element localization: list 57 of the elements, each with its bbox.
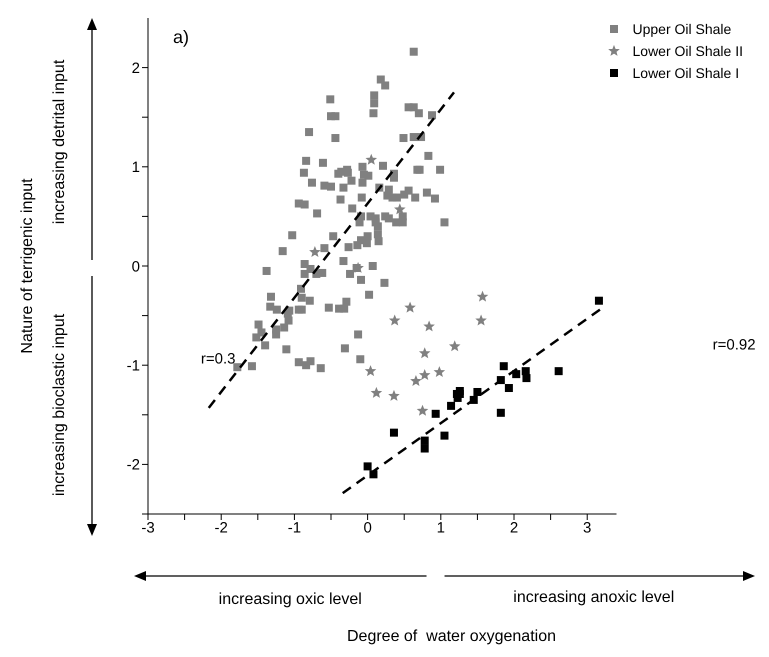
point bbox=[420, 348, 430, 358]
x-tick-label: 3 bbox=[583, 520, 592, 537]
point bbox=[447, 402, 456, 410]
annotation: r=0.3 bbox=[200, 350, 236, 368]
point bbox=[496, 408, 505, 417]
point bbox=[432, 410, 440, 418]
legend-label: Lower Oil Shale I bbox=[632, 64, 740, 83]
y-tick-label: -2 bbox=[126, 456, 140, 474]
point bbox=[450, 340, 460, 351]
point bbox=[371, 388, 382, 398]
point bbox=[420, 444, 429, 453]
text: Degree of water oxygenation bbox=[346, 628, 556, 645]
point bbox=[310, 246, 320, 257]
point bbox=[554, 367, 563, 376]
point bbox=[417, 405, 428, 416]
point bbox=[440, 432, 448, 440]
x-tick-label: -1 bbox=[288, 520, 302, 537]
point bbox=[476, 315, 486, 326]
text: Nature of terrigenic input bbox=[19, 178, 36, 354]
point bbox=[352, 262, 364, 272]
text: increasing oxic level bbox=[218, 591, 362, 608]
legend-label: Upper Oil Shale bbox=[632, 20, 732, 39]
point bbox=[390, 315, 400, 326]
point bbox=[404, 302, 416, 312]
point bbox=[410, 376, 422, 386]
y-tick-label: -1 bbox=[126, 358, 140, 375]
legend-label: Lower Oil Shale II bbox=[632, 42, 743, 61]
point bbox=[594, 296, 603, 305]
text: a) bbox=[173, 27, 190, 47]
point bbox=[522, 374, 530, 382]
x-tick-label: 2 bbox=[510, 520, 518, 537]
y-tick-label: 2 bbox=[132, 60, 140, 77]
point bbox=[390, 428, 398, 437]
point bbox=[424, 321, 434, 331]
y-tick-label: 1 bbox=[132, 159, 140, 176]
x-tick-label: 0 bbox=[363, 520, 372, 537]
text: increasing bioclastic input bbox=[51, 313, 68, 496]
point bbox=[364, 462, 372, 470]
point bbox=[394, 204, 405, 214]
text: increasing detrital input bbox=[51, 59, 68, 224]
y-tick-label: 0 bbox=[132, 258, 140, 276]
point bbox=[500, 362, 508, 370]
point bbox=[420, 370, 430, 380]
point bbox=[366, 154, 376, 164]
point bbox=[522, 367, 530, 376]
point bbox=[365, 366, 376, 376]
point bbox=[477, 291, 488, 302]
point bbox=[388, 390, 400, 400]
point bbox=[504, 384, 513, 392]
text: r=0.92 bbox=[712, 336, 756, 354]
text: increasing anoxic level bbox=[513, 589, 674, 606]
x-tick-label: -2 bbox=[214, 520, 228, 537]
x-tick-label: 1 bbox=[436, 520, 445, 537]
point bbox=[420, 436, 429, 445]
point bbox=[473, 388, 482, 396]
x-tick-label: -3 bbox=[141, 520, 155, 537]
point bbox=[434, 366, 445, 377]
